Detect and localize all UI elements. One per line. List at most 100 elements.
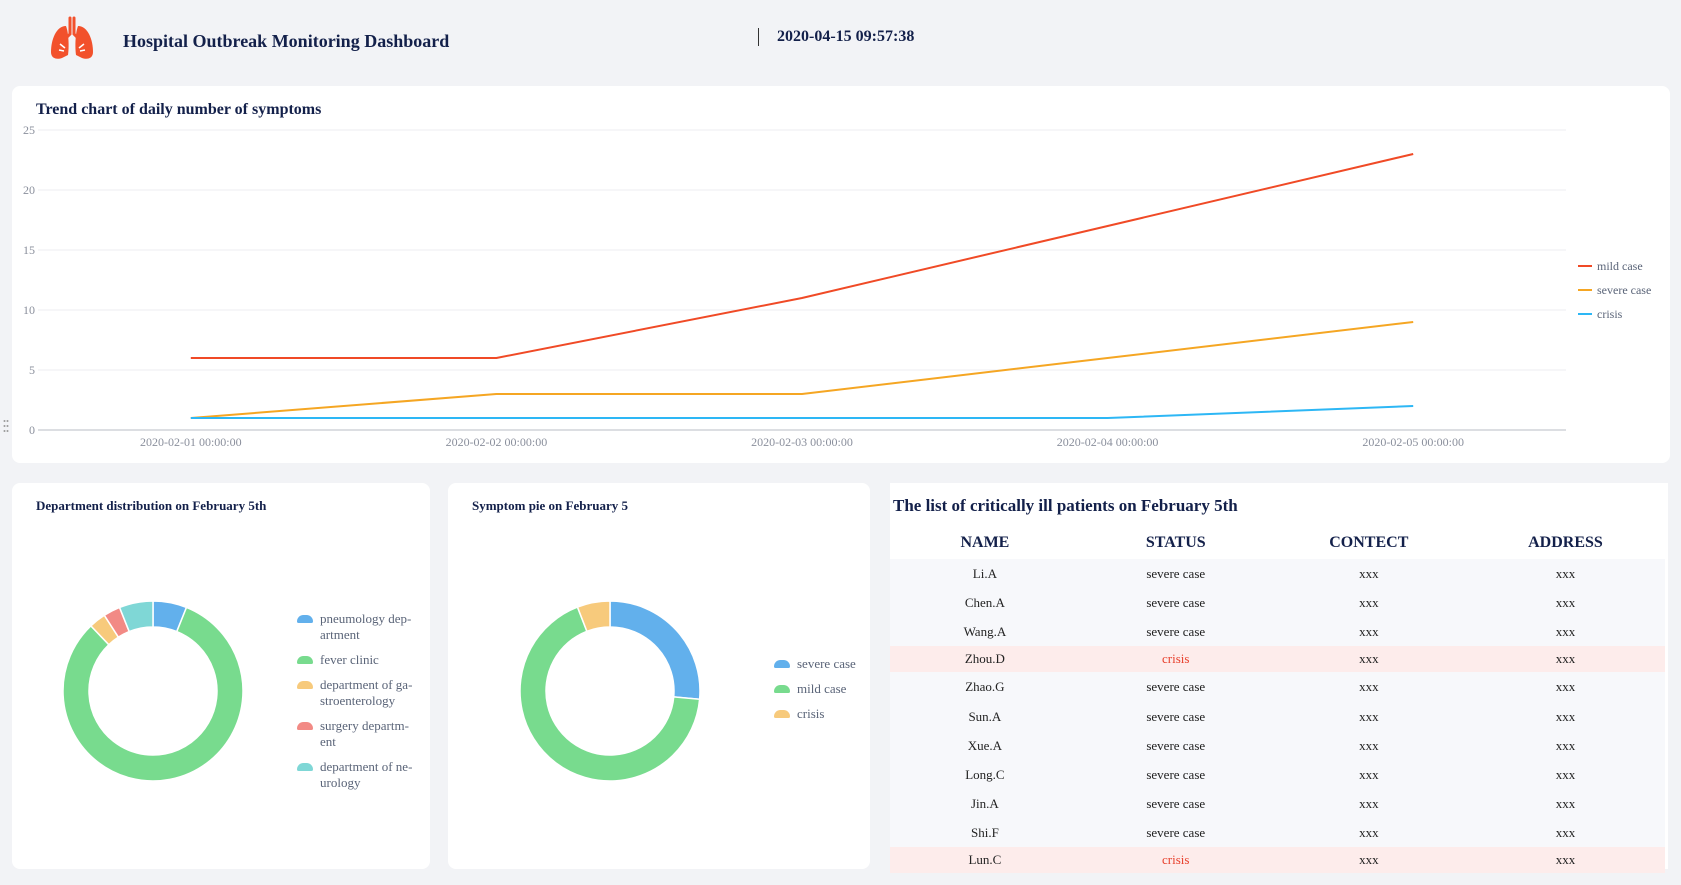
symptom-legend: severe case mild case crisis [774,656,895,731]
patient-name-cell: Zhao.G [890,672,1080,702]
table-row[interactable]: Chen.A severe case xxx xxx [890,588,1665,617]
patient-contact-cell: xxx [1271,818,1466,847]
patient-contact-cell: xxx [1271,672,1466,702]
datetime-display: 2020-04-15 09:57:38 [777,28,915,45]
header-divider [758,28,759,46]
table-row[interactable]: Li.A severe case xxx xxx [890,559,1665,588]
legend-swatch [297,615,313,623]
legend-item[interactable]: crisis [774,706,895,722]
legend-swatch [297,681,313,689]
patients-title: The list of critically ill patients on F… [893,496,1238,515]
table-row[interactable]: Sun.A severe case xxx xxx [890,702,1665,731]
y-tick-label: 15 [23,243,35,257]
patient-address-cell: xxx [1465,588,1665,617]
patient-name-cell: Wang.A [890,617,1080,646]
x-tick-label: 2020-02-04 00:00:00 [1057,435,1159,449]
trend-chart-title: Trend chart of daily number of symptoms [36,101,322,118]
drag-handle-icon[interactable] [3,419,9,433]
patient-address-cell: xxx [1465,789,1665,818]
department-pie-card: Department distribution on February 5th … [12,483,430,869]
patient-status-cell: severe case [1079,588,1272,617]
patient-contact-cell: xxx [1271,760,1466,789]
patient-address-cell: xxx [1465,760,1665,789]
patient-name-cell: Long.C [890,760,1080,789]
trend-chart-card: Trend chart of daily number of symptoms … [12,86,1670,463]
patient-contact-cell: xxx [1271,646,1466,672]
x-tick-label: 2020-02-03 00:00:00 [751,435,853,449]
series-line [190,153,1414,359]
patient-contact-cell: xxx [1271,702,1466,731]
table-row[interactable]: Shi.F severe case xxx xxx [890,818,1665,847]
symptom-pie-card: Symptom pie on February 5 severe case mil… [448,483,870,869]
patient-address-cell: xxx [1465,818,1665,847]
legend-swatch [774,660,790,668]
patient-name-cell: Shi.F [890,818,1080,847]
legend-label: pneumology dep-artment [320,611,412,642]
page-title: Hospital Outbreak Monitoring Dashboard [123,31,450,51]
header: Hospital Outbreak Monitoring Dashboard 2… [0,0,1681,80]
legend-item[interactable]: department of ga-stroenterology [297,677,418,709]
column-header-name: NAME [960,534,1010,551]
patient-name-cell: Li.A [890,559,1080,588]
table-row[interactable]: Zhao.G severe case xxx xxx [890,672,1665,702]
legend-item[interactable]: department of ne-urology [297,759,418,791]
legend-label: surgery departm-ent [320,718,409,749]
series-line [190,321,1414,419]
patient-contact-cell: xxx [1271,731,1466,760]
legend-label: crisis [1597,307,1623,321]
x-tick-label: 2020-02-01 00:00:00 [140,435,242,449]
y-tick-label: 10 [23,303,35,317]
legend-label: mild case [1597,259,1643,273]
patient-status-cell: severe case [1079,731,1272,760]
patient-address-cell: xxx [1465,672,1665,702]
table-header-row: NAME STATUS CONTECT ADDRESS [890,527,1665,559]
table-row[interactable]: Wang.A severe case xxx xxx [890,617,1665,646]
legend-swatch [297,656,313,664]
table-row[interactable]: Xue.A severe case xxx xxx [890,731,1665,760]
patient-name-cell: Jin.A [890,789,1080,818]
lungs-icon [51,16,93,59]
department-legend: pneumology dep-artment fever clinic depart… [297,611,418,800]
patient-status-cell: severe case [1079,760,1272,789]
patient-status-cell: severe case [1079,559,1272,588]
series-line [190,405,1414,419]
legend-label: crisis [797,706,825,721]
patient-name-cell: Xue.A [890,731,1080,760]
pie-slice [118,600,154,633]
patient-status-cell: severe case [1079,617,1272,646]
patient-status-cell: crisis [1079,847,1272,873]
patient-contact-cell: xxx [1271,789,1466,818]
pie-slice [609,600,701,701]
legend-item[interactable]: severe case [774,656,895,672]
legend-swatch [774,710,790,718]
department-donut-chart [62,600,244,782]
legend-swatch [297,722,313,730]
patient-contact-cell: xxx [1271,847,1466,873]
patient-contact-cell: xxx [1271,617,1466,646]
legend-label: department of ne-urology [320,759,413,790]
table-row[interactable]: Long.C severe case xxx xxx [890,760,1665,789]
patient-status-cell: severe case [1079,789,1272,818]
patient-name-cell: Lun.C [890,847,1080,873]
patient-address-cell: xxx [1465,702,1665,731]
legend-item[interactable]: surgery departm-ent [297,718,418,750]
department-pie-title: Department distribution on February 5th [36,498,267,513]
patient-status-cell: severe case [1079,702,1272,731]
patient-status-cell: severe case [1079,672,1272,702]
trend-line-chart: 0 5 10 15 20 25 2020-02-01 00:00:00 2020-02-02 … [23,123,1651,449]
patient-name-cell: Chen.A [890,588,1080,617]
patient-address-cell: xxx [1465,646,1665,672]
column-header-status: STATUS [1145,534,1206,551]
column-header-contact: CONTECT [1329,534,1409,551]
column-header-address: ADDRESS [1528,534,1603,551]
legend-item[interactable]: mild case [774,681,895,697]
legend-item[interactable]: pneumology dep-artment [297,611,418,643]
pie-slice [519,606,701,782]
symptom-donut-chart [519,600,701,782]
table-row[interactable]: Zhou.D crisis xxx xxx [890,646,1665,672]
x-tick-label: 2020-02-05 00:00:00 [1362,435,1464,449]
table-row[interactable]: Jin.A severe case xxx xxx [890,789,1665,818]
patient-address-cell: xxx [1465,731,1665,760]
table-row[interactable]: Lun.C crisis xxx xxx [890,847,1665,873]
legend-item[interactable]: fever clinic [297,652,418,668]
